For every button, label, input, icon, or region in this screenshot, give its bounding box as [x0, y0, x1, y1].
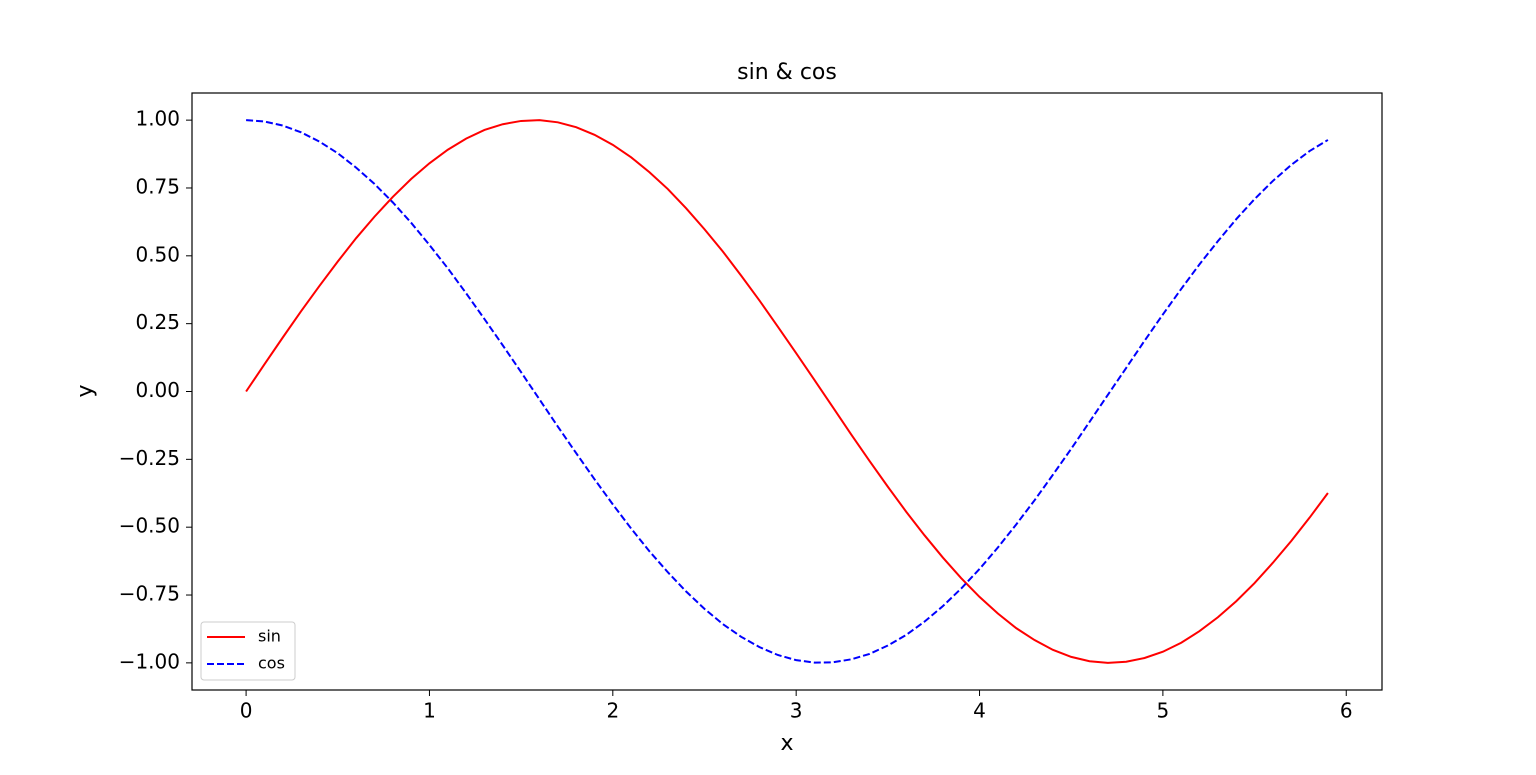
series-line	[246, 119, 1329, 664]
legend-label: sin	[258, 627, 281, 646]
legend-label: cos	[258, 654, 285, 673]
y-axis-label: y	[73, 384, 98, 397]
y-tick-label: −0.50	[119, 514, 180, 538]
y-tick-label: −0.75	[119, 582, 180, 606]
x-tick-label: 6	[1340, 699, 1353, 723]
x-tick-label: 1	[423, 699, 436, 723]
axes-frame	[191, 92, 1383, 691]
x-tick-label: 4	[973, 699, 986, 723]
series-line	[245, 119, 1329, 664]
x-tick-label: 0	[240, 699, 253, 723]
x-tick-label: 3	[790, 699, 803, 723]
x-tick-label: 2	[606, 699, 619, 723]
chart-title: sin & cos	[737, 60, 837, 85]
y-tick-label: −0.25	[119, 446, 180, 470]
y-tick-label: 0.00	[135, 378, 180, 402]
legend: sin cos	[200, 621, 296, 681]
x-tick-label: 5	[1157, 699, 1170, 723]
y-tick-label: −1.00	[119, 649, 180, 673]
y-tick-label: 0.25	[135, 310, 180, 334]
y-tick-label: 0.75	[135, 174, 180, 198]
x-axis-label: x	[780, 731, 793, 756]
y-tick-label: 0.50	[135, 242, 180, 266]
y-tick-label: 1.00	[135, 107, 180, 131]
